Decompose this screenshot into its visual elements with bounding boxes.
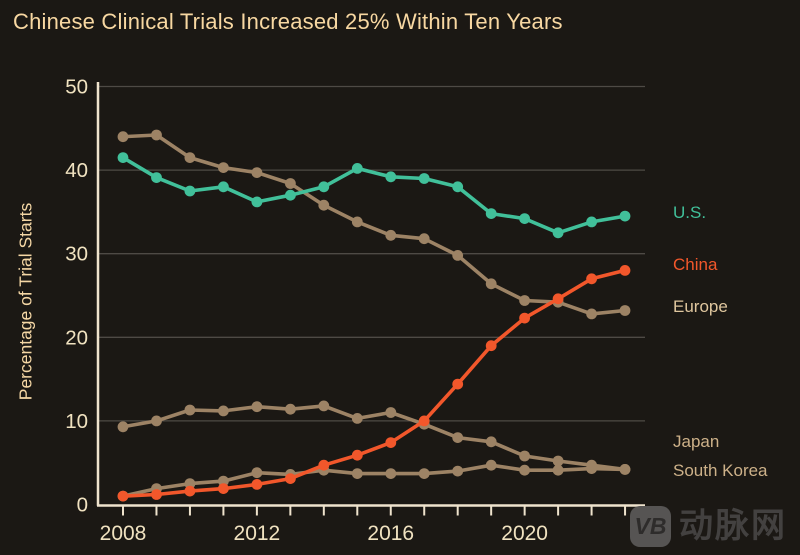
data-point-south-korea xyxy=(519,464,530,476)
data-point-europe xyxy=(184,152,196,164)
data-point-europe xyxy=(519,295,530,306)
data-point-south-korea xyxy=(619,464,631,475)
data-point-u-s xyxy=(519,213,530,225)
data-point-japan xyxy=(285,403,296,415)
data-point-u-s xyxy=(184,185,196,197)
vb-logo-text: VB xyxy=(634,513,667,539)
data-point-china xyxy=(552,293,564,305)
x-axis-tick-label: 2012 xyxy=(234,522,281,545)
data-point-south-korea xyxy=(184,478,196,489)
data-point-europe xyxy=(318,199,330,211)
data-point-u-s xyxy=(552,227,564,239)
data-point-japan xyxy=(519,450,530,462)
data-point-china xyxy=(619,265,631,276)
data-point-china xyxy=(351,449,363,461)
data-point-south-korea xyxy=(452,465,464,477)
data-point-china xyxy=(151,489,162,500)
data-point-u-s xyxy=(351,163,363,174)
data-point-south-korea xyxy=(418,468,430,479)
data-point-china xyxy=(251,479,263,490)
data-point-u-s xyxy=(586,216,597,228)
data-point-japan xyxy=(452,432,464,443)
data-point-europe xyxy=(619,305,631,316)
data-point-europe xyxy=(285,178,296,189)
series-line-china xyxy=(122,268,626,498)
data-point-south-korea xyxy=(351,468,363,479)
data-point-china xyxy=(218,483,229,494)
y-axis-tick-label: 0 xyxy=(77,494,88,517)
data-point-china xyxy=(418,415,430,427)
data-point-europe xyxy=(117,131,129,143)
series-line-japan xyxy=(122,404,626,472)
data-point-japan xyxy=(184,404,196,416)
data-point-u-s xyxy=(318,181,330,193)
data-point-japan xyxy=(151,415,162,427)
data-point-japan xyxy=(385,407,397,418)
data-point-europe xyxy=(151,129,162,141)
data-point-u-s xyxy=(418,173,430,184)
data-point-u-s xyxy=(151,172,162,184)
data-point-japan xyxy=(117,421,129,433)
data-point-u-s xyxy=(218,181,229,193)
data-point-china xyxy=(117,490,129,502)
data-point-china xyxy=(452,378,464,390)
data-point-u-s xyxy=(385,171,397,183)
watermark: VB 动脉网 xyxy=(630,506,787,547)
data-point-europe xyxy=(218,162,229,174)
data-point-europe xyxy=(385,229,397,241)
watermark-text: 动脉网 xyxy=(679,506,787,546)
data-point-europe xyxy=(251,167,263,179)
y-axis-tick-label: 10 xyxy=(65,410,88,433)
vb-logo-icon: VB xyxy=(630,506,671,547)
y-axis-tick-label: 50 xyxy=(65,76,88,99)
data-point-japan xyxy=(218,405,229,417)
series-line-u-s xyxy=(122,156,626,235)
data-point-china xyxy=(184,485,196,497)
y-axis-tick-label: 40 xyxy=(65,159,88,182)
x-axis-tick-label: 2008 xyxy=(100,522,147,545)
series-line-europe xyxy=(122,133,626,316)
data-point-south-korea xyxy=(251,467,263,479)
data-point-south-korea xyxy=(385,468,397,479)
data-point-japan xyxy=(485,436,497,448)
data-point-japan xyxy=(552,455,564,467)
data-point-japan xyxy=(351,413,363,424)
chart-title: Chinese Clinical Trials Increased 25% Wi… xyxy=(13,9,563,34)
data-point-u-s xyxy=(117,152,129,164)
x-axis-tick-label: 2016 xyxy=(367,522,414,545)
data-point-europe xyxy=(485,278,497,290)
data-point-japan xyxy=(318,400,330,412)
data-point-china xyxy=(485,340,497,352)
data-point-u-s xyxy=(452,181,464,193)
data-point-u-s xyxy=(285,189,296,201)
data-point-south-korea xyxy=(218,475,229,487)
data-point-south-korea xyxy=(485,459,497,471)
data-point-china xyxy=(318,459,330,471)
data-point-china xyxy=(385,437,397,448)
data-point-south-korea xyxy=(552,464,564,476)
data-point-china xyxy=(586,273,597,285)
data-point-south-korea xyxy=(586,463,597,474)
data-point-europe xyxy=(586,308,597,320)
data-point-u-s xyxy=(485,208,497,220)
data-point-europe xyxy=(452,250,464,261)
y-axis-tick-label: 20 xyxy=(65,326,88,349)
data-point-europe xyxy=(418,233,430,245)
data-point-europe xyxy=(351,216,363,228)
data-point-u-s xyxy=(251,196,263,208)
series-line-south-korea xyxy=(122,463,626,498)
y-axis-tick-label: 30 xyxy=(65,243,88,266)
data-point-china xyxy=(285,473,296,484)
data-point-china xyxy=(519,312,530,324)
data-point-u-s xyxy=(619,210,631,222)
data-point-japan xyxy=(251,401,263,413)
x-axis-tick-label: 2020 xyxy=(501,522,548,545)
